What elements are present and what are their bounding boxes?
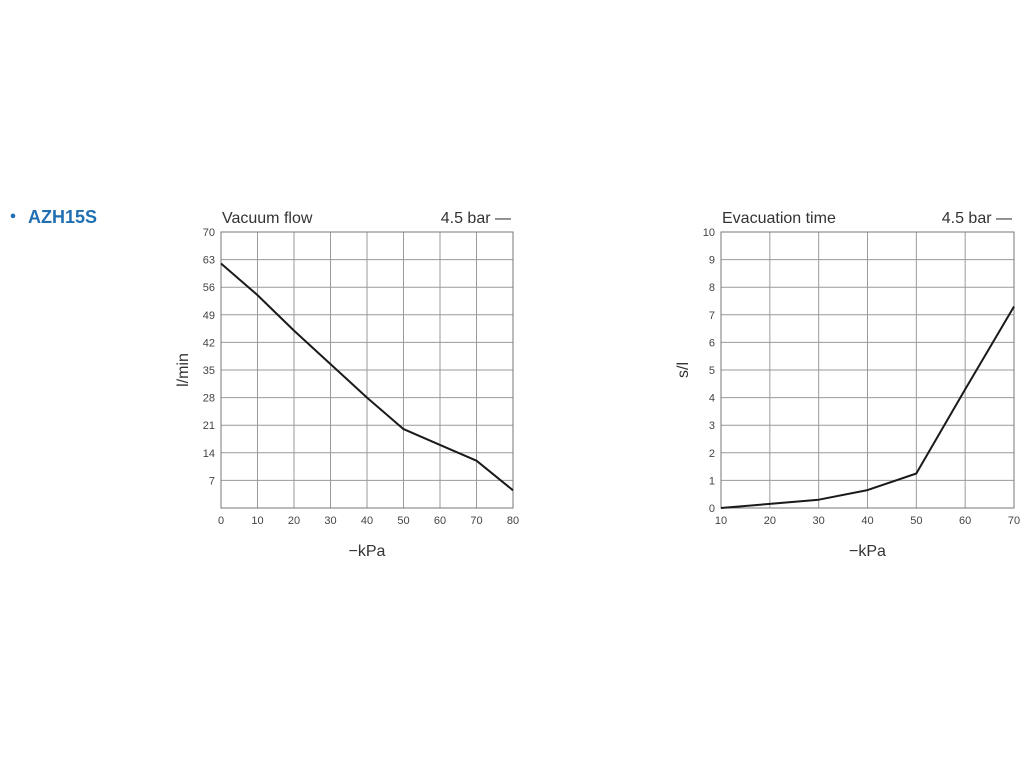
chart2-ylabel: s/l — [675, 362, 692, 378]
chart1-legend: 4.5 bar — — [441, 210, 511, 227]
chart1-ytick-label-8: 63 — [203, 255, 215, 267]
chart1-ytick-label-4: 35 — [203, 365, 215, 377]
chart1-xtick-label-0: 0 — [218, 515, 224, 527]
chart2-xtick-label-3: 40 — [861, 515, 873, 527]
chart2-ytick-label-10: 10 — [703, 227, 715, 239]
chart2-xtick-label-2: 30 — [813, 515, 825, 527]
chart2-ytick-label-0: 0 — [709, 503, 715, 515]
chart2-xtick-label-0: 10 — [715, 515, 727, 527]
chart1-series-line-0 — [220, 262, 514, 492]
chart2-ytick-label-3: 3 — [709, 420, 715, 432]
chart2-ytick-label-4: 4 — [709, 393, 715, 405]
chart2-legend: 4.5 bar — — [942, 210, 1012, 227]
chart1-frame — [220, 231, 514, 509]
chart1-xtick-label-6: 60 — [434, 515, 446, 527]
chart1-xtick-label-2: 20 — [288, 515, 300, 527]
chart2-xtick-label-5: 60 — [959, 515, 971, 527]
chart2-ytick-label-1: 1 — [709, 475, 715, 487]
chart2-series-line-0 — [720, 305, 1015, 509]
chart2-ytick-label-8: 8 — [709, 282, 715, 294]
chart2-xlabel: −kPa — [849, 543, 886, 560]
product-name: AZH15S — [28, 207, 98, 227]
chart1-ytick-label-3: 28 — [203, 393, 215, 405]
chart1-ytick-label-2: 21 — [203, 420, 215, 432]
chart2-ytick-label-9: 9 — [709, 255, 715, 267]
chart1-xtick-label-1: 10 — [251, 515, 263, 527]
bullet-icon: ・ — [4, 207, 22, 227]
chart1-xtick-label-3: 30 — [324, 515, 336, 527]
chart1-xtick-label-7: 70 — [470, 515, 482, 527]
chart2-xtick-label-4: 50 — [910, 515, 922, 527]
chart2-frame — [720, 231, 1015, 509]
chart1-ytick-label-5: 42 — [203, 337, 215, 349]
chart2-title: Evacuation time — [722, 210, 836, 227]
chart1-ytick-label-1: 14 — [203, 448, 215, 460]
chart1-ytick-label-0: 7 — [209, 475, 215, 487]
chart2-ytick-label-6: 6 — [709, 337, 715, 349]
product-heading: ・ AZH15S — [4, 203, 97, 229]
chart2-ytick-label-2: 2 — [709, 448, 715, 460]
chart1-ytick-label-9: 70 — [203, 227, 215, 239]
chart1-xlabel: −kPa — [349, 543, 386, 560]
chart1-ytick-label-7: 56 — [203, 282, 215, 294]
chart1-ytick-label-6: 49 — [203, 310, 215, 322]
chart2-xtick-label-1: 20 — [764, 515, 776, 527]
chart2-ytick-label-5: 5 — [709, 365, 715, 377]
chart1-title: Vacuum flow — [222, 210, 313, 227]
chart1-xtick-label-4: 40 — [361, 515, 373, 527]
chart2-xtick-label-6: 70 — [1008, 515, 1020, 527]
chart1-ylabel: l/min — [175, 353, 192, 387]
chart1-xtick-label-8: 80 — [507, 515, 519, 527]
chart2-ytick-label-7: 7 — [709, 310, 715, 322]
chart1-xtick-label-5: 50 — [397, 515, 409, 527]
